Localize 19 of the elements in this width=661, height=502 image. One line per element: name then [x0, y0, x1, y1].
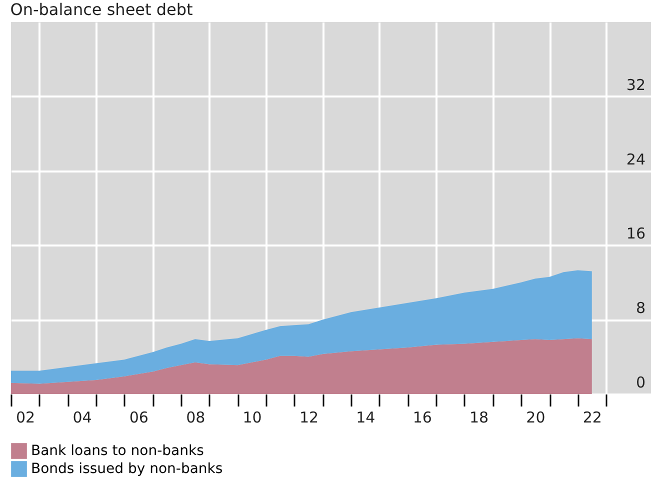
chart-title: On-balance sheet debt: [10, 0, 193, 19]
x-tick-label: 06: [129, 408, 148, 426]
x-tick-label: 16: [412, 408, 432, 426]
y-tick-label: 0: [636, 374, 646, 392]
x-tick-label: 20: [526, 408, 546, 426]
legend-label: Bonds issued by non-banks: [31, 461, 223, 477]
legend-label: Bank loans to non-banks: [31, 443, 204, 459]
x-tick-label: 08: [186, 408, 206, 426]
y-tick-label: 24: [626, 150, 646, 168]
x-tick-label: 10: [242, 408, 262, 426]
x-tick-label: 04: [72, 408, 92, 426]
x-tick-label: 22: [582, 408, 602, 426]
x-tick-label: 02: [16, 408, 36, 426]
y-tick-label: 8: [636, 299, 646, 318]
x-tick-label: 12: [299, 408, 319, 426]
x-tick-label: 14: [356, 408, 376, 426]
y-tick-label: 32: [626, 76, 646, 94]
y-tick-label: 16: [626, 224, 646, 243]
x-tick-label: 18: [469, 408, 489, 426]
